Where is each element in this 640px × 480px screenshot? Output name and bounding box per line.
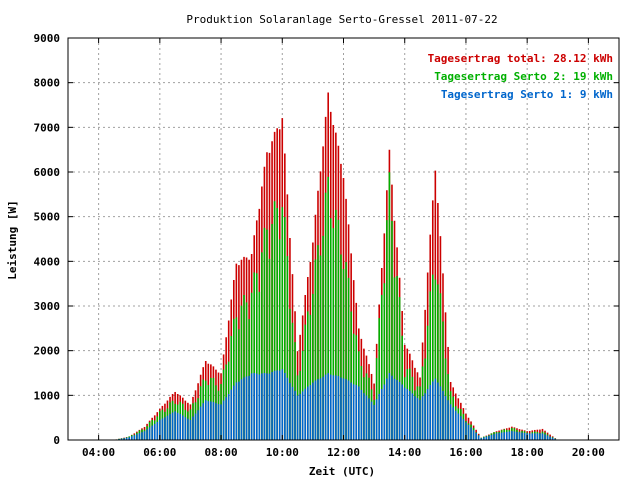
axis-ticks: 0 1000 2000 3000 4000 5000 6000 7000 8000 9000 04:… — [34, 32, 619, 459]
x-tick-label: 20:00 — [572, 446, 605, 459]
y-tick-label: 1000 — [34, 389, 61, 402]
chart-title: Produktion Solaranlage Serto-Gressel 201… — [186, 13, 497, 26]
y-axis-label: Leistung [W] — [6, 200, 19, 279]
y-tick-label: 6000 — [34, 166, 61, 179]
x-tick-label: 10:00 — [266, 446, 299, 459]
legend: Tagesertrag total: 28.12 kWh Tagesertrag … — [428, 52, 613, 101]
plot-frame — [67, 37, 620, 441]
x-tick-label: 06:00 — [143, 446, 176, 459]
y-tick-label: 7000 — [34, 121, 61, 134]
y-tick-label: 5000 — [34, 211, 61, 224]
legend-entry: Tagesertrag total: 28.12 kWh — [428, 52, 613, 65]
y-tick-label: 2000 — [34, 345, 61, 358]
y-tick-label: 0 — [53, 434, 60, 447]
x-tick-label: 08:00 — [204, 446, 237, 459]
x-tick-label: 14:00 — [388, 446, 421, 459]
bar-series — [115, 92, 557, 440]
x-tick-label: 04:00 — [82, 446, 115, 459]
x-tick-label: 18:00 — [511, 446, 544, 459]
x-tick-label: 12:00 — [327, 446, 360, 459]
legend-entry: Tagesertrag Serto 1: 9 kWh — [441, 88, 613, 101]
y-tick-label: 8000 — [34, 77, 61, 90]
y-tick-label: 4000 — [34, 255, 61, 268]
x-tick-label: 16:00 — [449, 446, 482, 459]
legend-entry: Tagesertrag Serto 2: 19 kWh — [434, 70, 613, 83]
x-axis-label: Zeit (UTC) — [309, 465, 375, 478]
y-tick-label: 3000 — [34, 300, 61, 313]
y-tick-label: 9000 — [34, 32, 61, 45]
